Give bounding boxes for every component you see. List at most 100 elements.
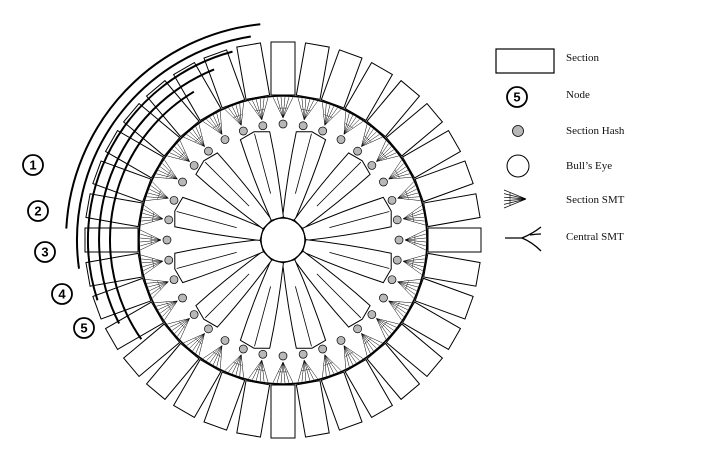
legend-section-smt-symbol [503, 189, 527, 209]
section-smt [376, 318, 399, 340]
section-hash [238, 344, 248, 354]
legend-section-label: Section [566, 52, 599, 64]
section-hash [169, 195, 179, 205]
section-hash [379, 177, 388, 187]
section-hash [353, 324, 362, 334]
section [104, 301, 165, 351]
section-smt [202, 111, 223, 135]
legend-section-smt-label: Section SMT [566, 194, 625, 206]
level-arc [86, 50, 233, 301]
section-smt [322, 102, 342, 126]
section-hash [178, 177, 187, 187]
section-smt [139, 229, 162, 251]
section [203, 49, 246, 109]
section-smt [167, 140, 190, 162]
section [414, 160, 474, 203]
section-hash [367, 161, 377, 170]
section-smt [145, 279, 169, 299]
section-hash [353, 146, 362, 156]
section-smt [145, 181, 169, 201]
section [122, 323, 181, 378]
section-smt [404, 229, 427, 251]
section [320, 371, 363, 431]
section [320, 49, 363, 109]
section-hash [164, 215, 174, 225]
legend-section-hash-symbol [512, 125, 524, 137]
section [366, 79, 421, 138]
section-hash [387, 275, 397, 285]
section-hash [367, 310, 377, 319]
section-smt [183, 333, 205, 356]
section-hash [204, 146, 213, 156]
section-smt [224, 354, 244, 378]
legend-central-smt-label: Central SMT [566, 231, 624, 243]
legend-section-hash-label: Section Hash [566, 125, 625, 137]
section-smt [322, 354, 342, 378]
section [423, 193, 481, 228]
central-smt-petal [282, 131, 327, 221]
section-smt [248, 360, 269, 383]
section [172, 358, 222, 419]
section-smt [343, 345, 364, 369]
section [172, 61, 222, 122]
section [295, 42, 330, 100]
section [385, 102, 444, 157]
section-smt [167, 318, 190, 340]
section [295, 380, 330, 438]
section [423, 252, 481, 287]
section [414, 277, 474, 320]
section-hash [169, 275, 179, 285]
central-smt-petal [239, 131, 284, 221]
section-hash [178, 293, 187, 303]
section [145, 342, 200, 401]
section-hash [220, 336, 230, 345]
section-smt [297, 360, 318, 383]
section-smt [140, 205, 163, 226]
section-hash [298, 349, 308, 359]
section [145, 79, 200, 138]
legend-node-label: Node [566, 89, 590, 101]
section-smt [154, 300, 178, 321]
section-smt [403, 254, 426, 275]
legend-bulls-eye-label: Bull’s Eye [566, 160, 612, 172]
legend-bulls-eye-symbol [506, 154, 530, 178]
section-smt [183, 124, 205, 147]
section-smt [388, 159, 412, 180]
level-node-label: 3 [41, 245, 48, 260]
section-hash [379, 293, 388, 303]
section [104, 129, 165, 179]
section-smt [343, 111, 364, 135]
section-smt [397, 181, 421, 201]
section-hash [220, 135, 230, 144]
section [236, 42, 271, 100]
section-hash [278, 119, 288, 129]
section-hash [258, 121, 268, 131]
section-smt [361, 333, 383, 356]
section-smt [403, 205, 426, 226]
section [270, 41, 296, 96]
level-node-label: 2 [34, 204, 41, 219]
section-hash [204, 324, 213, 334]
section-smt [272, 361, 294, 384]
level-arc [109, 90, 195, 340]
section [385, 323, 444, 378]
level-node-label: 5 [80, 321, 87, 336]
legend-section-symbol [495, 48, 555, 74]
legend-node-number: 5 [513, 90, 520, 105]
level-node-label: 1 [29, 158, 36, 173]
level-node [51, 283, 73, 305]
section-hash [336, 336, 346, 345]
level-arcs: 1 2 3 4 5 [22, 23, 261, 340]
section-smt [202, 345, 223, 369]
section-hash [392, 215, 402, 225]
level-node [34, 241, 56, 263]
section-hash [162, 235, 172, 245]
central-smt-petal [239, 259, 284, 349]
section-smt [248, 97, 269, 120]
section-ring [84, 41, 482, 439]
section [401, 301, 462, 351]
section-hash [278, 351, 288, 361]
level-arc [65, 23, 261, 229]
level-node [73, 317, 95, 339]
